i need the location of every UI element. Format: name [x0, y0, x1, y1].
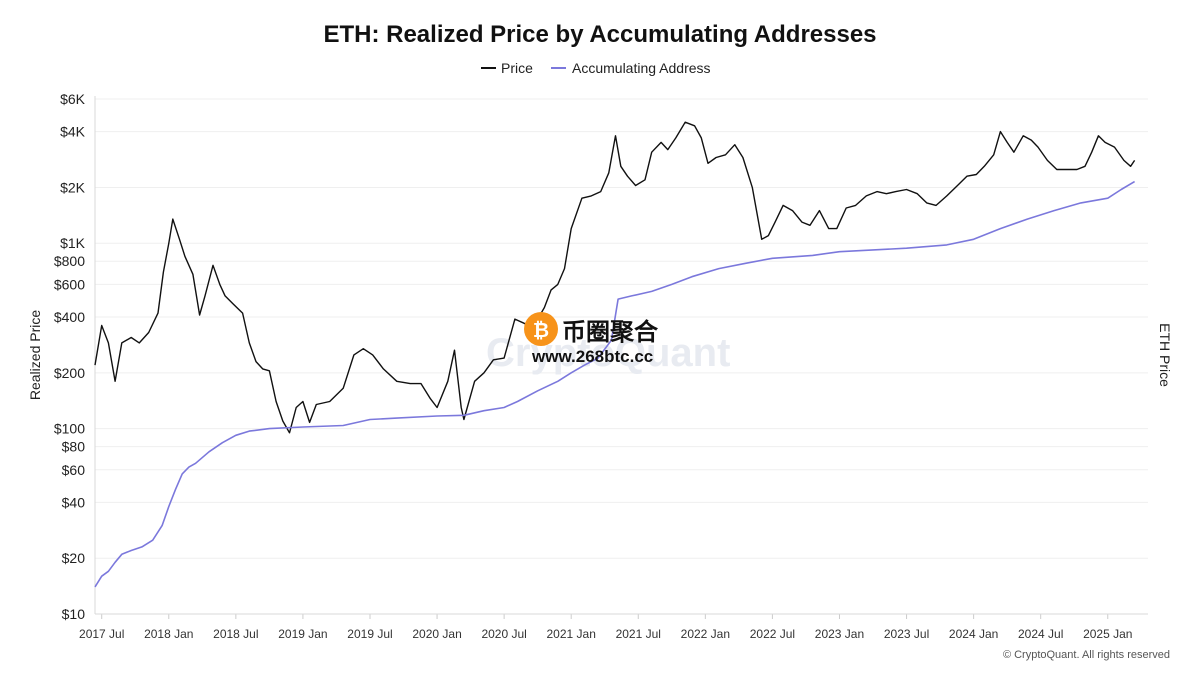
overlay-url-text: www.268btc.cc [531, 347, 653, 366]
bitcoin-coin-icon [524, 312, 558, 346]
x-tick-label: 2019 Jan [278, 627, 327, 641]
y-tick-label: $1K [60, 235, 86, 251]
y-tick-label: $100 [54, 421, 85, 437]
x-tick-label: 2018 Jan [144, 627, 193, 641]
overlay-cn-text: 币圈聚合 [562, 318, 659, 346]
y-tick-label: $200 [54, 365, 85, 381]
x-axis-ticks: 2017 Jul 2018 Jan 2018 Jul 2019 Jan 2019 Jul… [79, 614, 1132, 641]
series-layer [94, 121, 1136, 588]
y-tick-label: $6K [60, 91, 86, 107]
x-tick-label: 2022 Jul [750, 627, 795, 641]
legend-price-label: Price [501, 60, 533, 76]
y-tick-label: $40 [62, 494, 86, 510]
x-tick-label: 2023 Jul [884, 627, 929, 641]
x-tick-label: 2024 Jul [1018, 627, 1063, 641]
y-tick-label: $80 [62, 439, 86, 455]
bitcoin-symbol: ₿ [533, 318, 549, 342]
x-tick-label: 2020 Jul [481, 627, 526, 641]
overlay-brand: ₿ 币圈聚合 www.268btc.cc [524, 312, 659, 366]
y2-axis-title: ETH Price [1157, 323, 1173, 387]
x-tick-label: 2022 Jan [681, 627, 730, 641]
legend: Price Accumulating Address [481, 60, 711, 76]
x-tick-label: 2024 Jan [949, 627, 998, 641]
chart-title: ETH: Realized Price by Accumulating Addr… [323, 21, 876, 48]
accumulating-address-series-line [94, 180, 1136, 588]
y-tick-label: $800 [54, 253, 85, 269]
copyright-text: © CryptoQuant. All rights reserved [1003, 649, 1170, 661]
x-tick-label: 2021 Jul [616, 627, 661, 641]
x-tick-label: 2019 Jul [347, 627, 392, 641]
watermark-text: CryptoQuant [486, 331, 730, 375]
y-tick-label: $4K [60, 124, 86, 140]
watermark: CryptoQuant [486, 331, 730, 375]
y-tick-label: $20 [62, 550, 86, 566]
x-tick-label: 2025 Jan [1083, 627, 1132, 641]
y-tick-label: $400 [54, 309, 85, 325]
x-tick-label: 2023 Jan [815, 627, 864, 641]
x-tick-label: 2021 Jan [547, 627, 596, 641]
price-series-line [94, 121, 1136, 434]
legend-accumulating-label: Accumulating Address [572, 60, 711, 76]
x-tick-label: 2018 Jul [213, 627, 258, 641]
y-tick-label: $2K [60, 179, 86, 195]
y-axis-title: Realized Price [27, 310, 43, 400]
y-tick-label: $10 [62, 606, 86, 622]
x-tick-label: 2020 Jan [412, 627, 461, 641]
x-tick-label: 2017 Jul [79, 627, 124, 641]
gridlines [95, 98, 1148, 615]
y-tick-label: $600 [54, 276, 85, 292]
y-tick-label: $60 [62, 462, 86, 478]
y-axis-ticks: $10 $20 $40 $60 $80 $100 $200 $400 $600 $800 $1K $2… [54, 91, 86, 622]
